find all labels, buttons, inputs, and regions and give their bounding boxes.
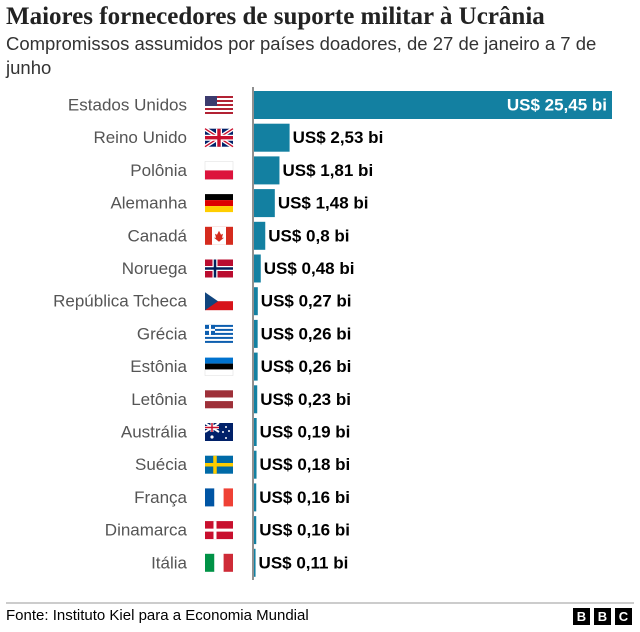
flag (205, 292, 233, 311)
flag (205, 488, 233, 507)
flag (205, 324, 233, 343)
value-label: US$ 25,45 bi (507, 95, 607, 114)
category-label: Suécia (135, 455, 188, 474)
category-label: Alemanha (110, 194, 187, 213)
bbc-logo: B B C (573, 608, 632, 625)
bar (254, 221, 266, 250)
value-label: US$ 0,16 bi (259, 521, 350, 540)
category-label: Canadá (127, 226, 187, 245)
value-label: US$ 0,19 bi (260, 422, 351, 441)
category-label: Polônia (130, 161, 187, 180)
logo-letter: B (598, 609, 607, 624)
category-label: Austrália (121, 422, 188, 441)
flag (205, 553, 233, 572)
bar (254, 156, 280, 185)
bar (254, 548, 256, 577)
category-label: França (134, 488, 187, 507)
logo-letter: B (577, 609, 586, 624)
flag (204, 357, 234, 376)
flag (205, 194, 233, 213)
bar (254, 123, 290, 152)
flag (205, 96, 233, 114)
value-label: US$ 2,53 bi (293, 128, 384, 147)
flag (203, 127, 235, 149)
value-label: US$ 0,26 bi (261, 324, 352, 343)
flags (203, 96, 235, 572)
category-label: Itália (151, 553, 187, 572)
category-label: Noruega (122, 259, 188, 278)
bar (254, 189, 275, 218)
value-label: US$ 1,81 bi (282, 161, 373, 180)
bar (254, 287, 258, 316)
chart-subtitle: Compromissos assumidos por países doador… (6, 33, 597, 78)
category-label: Reino Unido (93, 128, 187, 147)
flag (204, 422, 233, 441)
flag (205, 226, 233, 245)
flag (205, 521, 233, 540)
bar (254, 418, 257, 446)
source: Fonte: Instituto Kiel para a Economia Mu… (6, 607, 309, 624)
bar (254, 254, 261, 283)
chart-title: Maiores fornecedores de suporte militar … (6, 3, 545, 30)
value-label: US$ 0,8 bi (268, 226, 349, 245)
value-label: US$ 0,18 bi (260, 455, 351, 474)
category-label: Dinamarca (105, 521, 188, 540)
value-label: US$ 0,48 bi (264, 259, 355, 278)
category-label: Letônia (131, 390, 187, 409)
bar (254, 450, 257, 479)
flag (205, 455, 233, 474)
bar (254, 91, 612, 119)
bar (254, 516, 257, 545)
category-label: Grécia (137, 324, 188, 343)
value-label: US$ 1,48 bi (278, 194, 369, 213)
flag (204, 161, 234, 180)
bar (254, 352, 258, 381)
category-label: Estônia (130, 357, 187, 376)
bar (254, 385, 258, 414)
value-label: US$ 0,16 bi (259, 488, 350, 507)
category-label: República Tcheca (53, 292, 187, 311)
value-label: US$ 0,26 bi (261, 357, 352, 376)
bar (254, 319, 258, 348)
header: Maiores fornecedores de suporte militar … (6, 2, 634, 80)
value-label: US$ 0,11 bi (259, 553, 349, 572)
logo-letter: C (619, 609, 629, 624)
flag (205, 259, 233, 278)
flag (205, 390, 233, 409)
value-label: US$ 0,23 bi (260, 390, 351, 409)
bar (254, 483, 257, 512)
category-label: Estados Unidos (68, 95, 187, 114)
value-label: US$ 0,27 bi (261, 292, 352, 311)
